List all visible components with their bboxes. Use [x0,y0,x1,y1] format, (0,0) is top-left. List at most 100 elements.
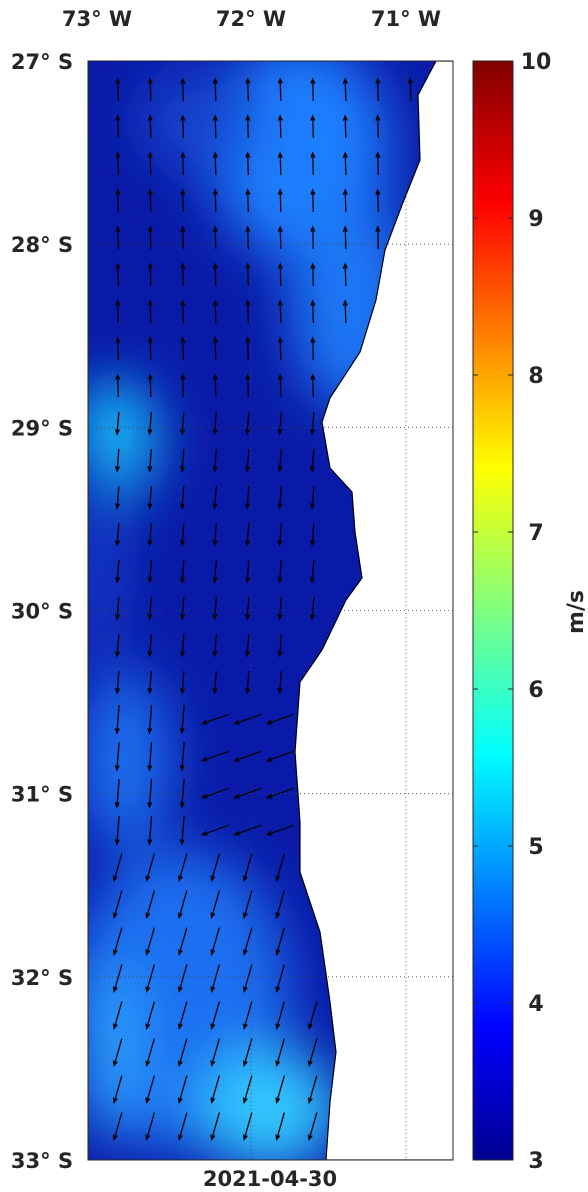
wind-arrow [277,299,283,324]
wind-arrow [210,1075,220,1105]
wind-arrow [210,890,220,920]
wind-arrow [212,77,218,102]
wind-arrow [112,890,123,920]
wind-arrow [277,151,283,176]
wind-arrow [342,299,348,324]
wind-arrow [180,114,186,139]
wind-arrow [179,741,185,772]
wind-arrow [245,151,251,176]
wind-arrow [307,1112,318,1142]
wind-vectors [112,77,413,1142]
wind-arrow [147,704,153,735]
wind-arrow [310,151,316,176]
wind-arrow [310,188,316,213]
wind-arrow [147,188,153,213]
wind-arrow [375,151,381,176]
wind-arrow [277,373,283,398]
wind-arrow [212,262,218,287]
wind-arrow [212,299,218,324]
wind-arrow [112,1038,123,1068]
wind-arrow [244,596,251,621]
colorbar-tick-label: 7 [528,521,543,546]
colorbar-tick-label: 8 [528,364,543,389]
wind-arrow [112,1001,123,1031]
wind-arrow [177,1075,188,1105]
wind-arrow [147,633,153,658]
wind-arrow [114,485,121,510]
colorbar [472,60,514,1161]
wind-arrow [147,336,153,361]
wind-arrow [115,262,121,287]
wind-arrow [114,633,121,658]
wind-arrow [177,1038,188,1068]
wind-arrow [115,373,121,398]
lon-label: 73° W [62,7,132,31]
wind-arrow [233,750,262,762]
wind-arrow [212,225,218,250]
wind-arrow [145,1112,155,1142]
wind-arrow [265,713,294,725]
wind-arrow [275,1038,285,1068]
wind-arrow [114,596,121,621]
wind-arrow [342,151,348,176]
wind-arrow [179,815,185,846]
wind-arrow [212,151,218,176]
wind-arrow [200,713,229,725]
wind-arrow [342,77,348,102]
wind-arrow [342,188,348,213]
wind-arrow [212,188,218,213]
wind-arrow [307,1001,318,1031]
lat-label: 28° S [11,233,73,257]
wind-arrow [244,633,251,658]
wind-arrow [210,1001,220,1031]
wind-arrow [277,411,283,436]
wind-arrow [177,853,188,883]
wind-arrow [212,596,218,621]
wind-arrow [177,1112,188,1142]
wind-arrow [375,77,381,102]
wind-arrow [179,670,186,695]
wind-arrow [145,853,155,883]
wind-arrow [200,824,229,836]
wind-arrow [147,225,153,250]
wind-arrow [212,411,218,436]
wind-arrow [277,262,283,287]
wind-arrow [180,299,186,324]
colorbar-tick-label: 3 [528,1149,543,1174]
wind-arrow [244,522,251,547]
colorbar-tick-label: 9 [528,207,543,232]
wind-arrow [147,778,153,809]
wind-arrow [277,633,283,658]
wind-arrow [115,151,121,176]
wind-arrow [180,225,186,250]
wind-arrow [112,927,123,957]
wind-arrow [245,225,251,250]
wind-arrow [147,373,153,398]
wind-arrow [180,336,186,361]
wind-arrow [212,373,218,398]
wind-arrow [212,485,218,510]
wind-arrow [147,522,153,547]
wind-arrow [147,262,153,287]
lat-label: 27° S [11,50,73,74]
wind-arrow [177,927,188,957]
wind-arrow [244,411,251,436]
wind-arrow [277,225,283,250]
wind-arrow [179,485,186,510]
wind-arrow [114,411,121,436]
wind-arrow [212,336,218,361]
wind-arrow [179,448,186,473]
wind-arrow [145,890,155,920]
wind-arrow [275,1001,285,1031]
wind-arrow [147,448,153,473]
wind-arrow [115,299,121,324]
wind-arrow [275,964,285,994]
wind-arrow [147,151,153,176]
wind-arrow [147,77,153,102]
wind-arrow [244,559,251,584]
wind-arrow [265,787,294,799]
lon-label: 71° W [371,7,441,31]
graticule [88,61,453,1160]
wind-arrow [245,299,251,324]
